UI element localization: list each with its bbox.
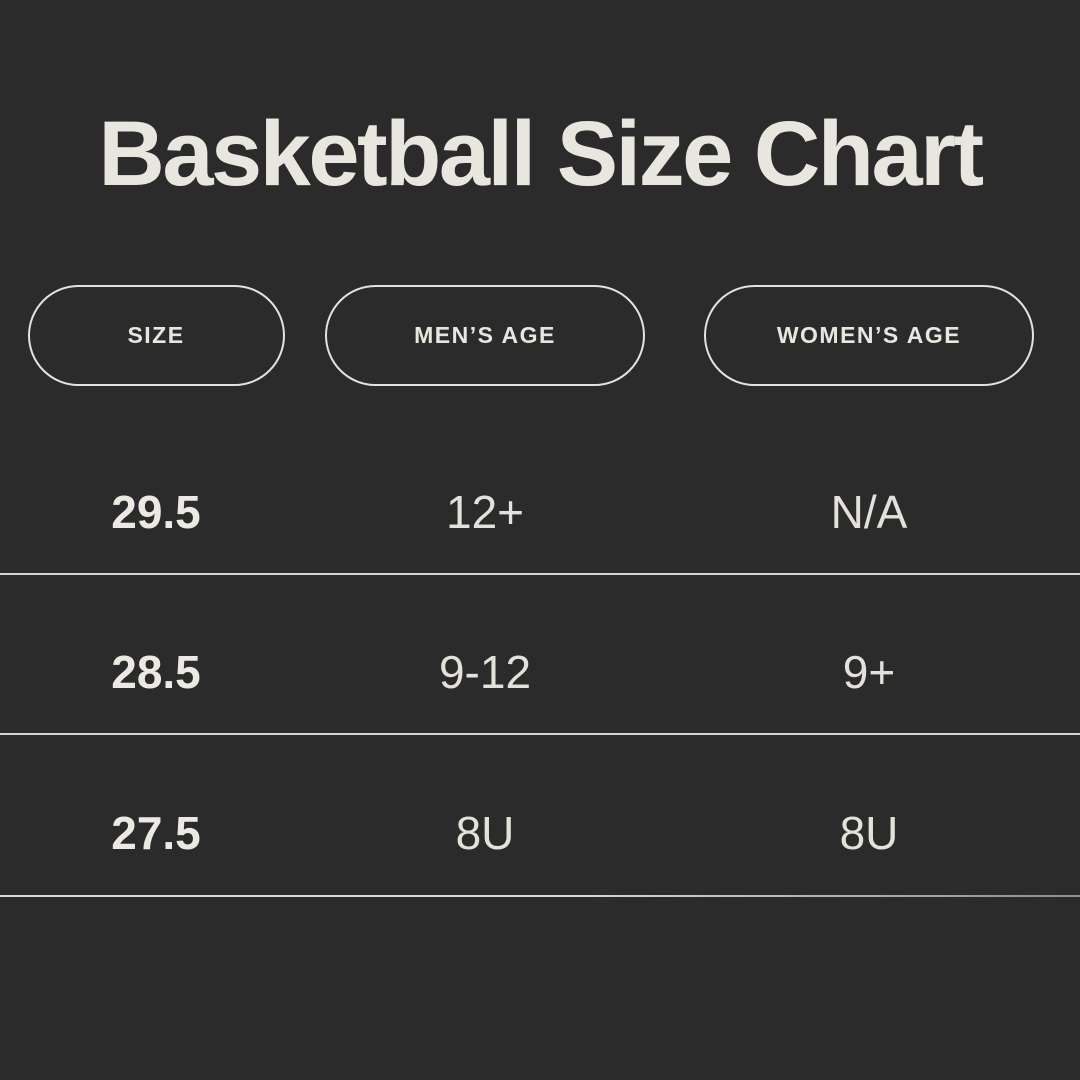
womens-age-value: 8U xyxy=(839,807,899,859)
mens-age-value: 9-12 xyxy=(438,646,532,698)
header-cell-size: SIZE xyxy=(0,285,312,386)
size-value: 27.5 xyxy=(111,807,201,859)
bottom-divider xyxy=(0,895,1080,897)
size-header-pill: SIZE xyxy=(27,285,285,386)
womens-age-header-label: WOMEN’S AGE xyxy=(776,322,962,348)
womens-age-value: N/A xyxy=(830,486,908,538)
womens-age-value: 9+ xyxy=(842,646,896,698)
size-value: 29.5 xyxy=(111,486,201,538)
size-header-label: SIZE xyxy=(127,322,185,348)
mens-age-header-label: MEN’S AGE xyxy=(414,322,556,348)
size-value: 28.5 xyxy=(111,646,201,698)
table-row-29-5: 29.5 12+ N/A xyxy=(0,415,1080,575)
page-title: Basketball Size Chart xyxy=(98,103,984,205)
mens-age-value: 12+ xyxy=(445,486,525,538)
table-row-27-5: 27.5 8U 8U xyxy=(0,735,1080,895)
table-body: 29.5 12+ N/A 28.5 9-12 9+ 27.5 8U 8U xyxy=(0,415,1080,897)
header-cell-mens-age: MEN’S AGE xyxy=(312,285,658,386)
table-header: SIZE MEN’S AGE WOMEN’S AGE xyxy=(0,285,1080,386)
mens-age-value: 8U xyxy=(455,807,515,859)
mens-age-header-pill: MEN’S AGE xyxy=(325,285,645,386)
header-cell-womens-age: WOMEN’S AGE xyxy=(658,285,1080,386)
womens-age-header-pill: WOMEN’S AGE xyxy=(704,285,1034,386)
table-row-28-5: 28.5 9-12 9+ xyxy=(0,575,1080,735)
